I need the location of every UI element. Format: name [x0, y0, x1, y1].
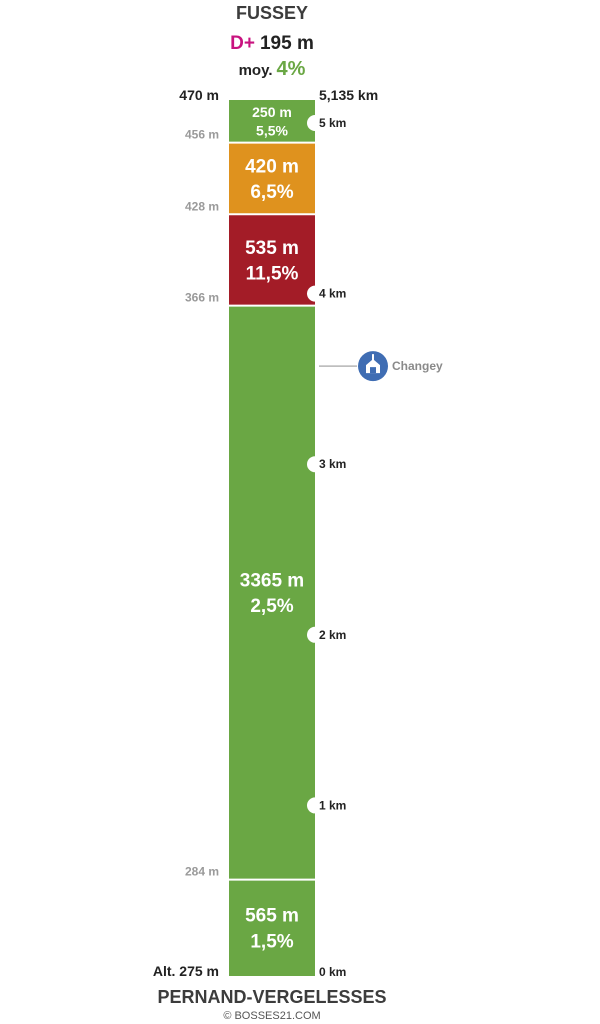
average-grade: moy. 4% [239, 58, 306, 80]
profile-segment [229, 142, 315, 215]
segment-grade-label: 2,5% [250, 596, 293, 617]
start-altitude-label: Alt. 275 m [153, 963, 219, 979]
km-tick-label: 3 km [319, 457, 346, 471]
segment-length-label: 420 m [245, 156, 299, 177]
segment-grade-label: 11,5% [246, 263, 299, 284]
poi-group: Changey [319, 351, 443, 382]
profile-segment [229, 879, 315, 976]
boundary-altitude-label: 456 m [185, 128, 219, 142]
profile-segment [229, 214, 315, 306]
segment-length-label: 565 m [245, 906, 299, 927]
elevation-gain-value: 195 m [260, 33, 314, 54]
church-icon [358, 351, 388, 382]
km-tick-label: 5 km [319, 116, 346, 130]
segments-group: 565 m 1,5% 3365 m 2,5% 535 m 11,5% 420 m 6,5% 25… [229, 100, 315, 976]
km-tick-notch [307, 797, 323, 814]
segment-grade-label: 5,5% [256, 123, 288, 139]
start-location: PERNAND-VERGELESSES [157, 987, 386, 1007]
segment-grade-label: 1,5% [250, 931, 293, 952]
km-tick-notch [307, 456, 323, 473]
km-tick-label: 2 km [319, 628, 346, 642]
elevation-gain-prefix: D+ [230, 33, 255, 54]
total-distance-label: 5,135 km [319, 87, 378, 103]
segment-length-label: 3365 m [240, 570, 304, 591]
average-grade-prefix: moy. [239, 62, 273, 79]
summit-name: FUSSEY [236, 3, 308, 23]
boundary-altitude-label: 284 m [185, 865, 219, 879]
copyright: © BOSSES21.COM [223, 1010, 320, 1022]
boundary-altitude-label: 366 m [185, 291, 219, 305]
km-tick-label: 0 km [319, 965, 346, 979]
elevation-gain: D+ 195 m [230, 33, 314, 54]
profile-segment [229, 100, 315, 143]
poi-label: Changey [392, 359, 443, 373]
km-tick-notch [307, 285, 323, 302]
segment-grade-label: 6,5% [250, 182, 293, 203]
km-tick-label: 1 km [319, 798, 346, 812]
segment-length-label: 535 m [245, 238, 299, 259]
top-altitude-label: 470 m [179, 87, 219, 103]
profile-segment [229, 305, 315, 880]
km-tick-notch [307, 115, 323, 132]
km-tick-notch [307, 626, 323, 643]
segment-length-label: 250 m [252, 104, 292, 120]
km-ticks-group: 0 km 1 km 2 km 3 km 4 km 5 km [307, 115, 346, 979]
km-tick-label: 4 km [319, 287, 346, 301]
boundary-altitudes-group: 284 m 366 m 428 m 456 m [185, 128, 315, 881]
boundary-altitude-label: 428 m [185, 199, 219, 213]
average-grade-value: 4% [277, 58, 306, 80]
